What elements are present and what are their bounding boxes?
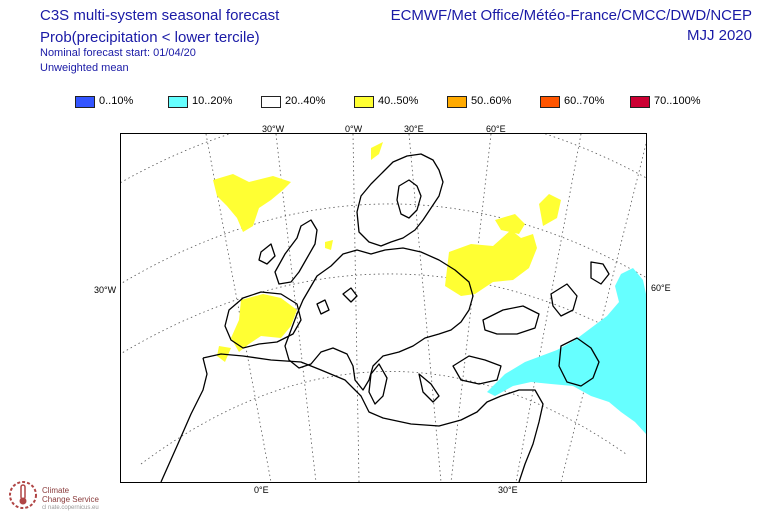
lon-label-top: 60°E — [486, 124, 506, 134]
lat-label-left: 30°W — [94, 285, 117, 295]
period: MJJ 2020 — [686, 27, 752, 44]
coastlines — [160, 153, 610, 482]
lon-label-bottom: 0°E — [254, 485, 269, 495]
mean-type: Unweighted mean — [40, 62, 129, 74]
lon-label-bottom: 30°E — [498, 485, 518, 495]
subtitle: Prob(precipitation < lower tercile) — [40, 29, 260, 46]
logo-text-line: cl nate.copernicus.eu — [42, 505, 99, 511]
legend-swatch — [630, 96, 650, 108]
logo-text-line: Climate — [42, 486, 70, 495]
logo-text-line: Change Service — [42, 495, 99, 504]
forecast-map — [121, 134, 646, 482]
climate-change-service-icon — [9, 481, 37, 509]
lon-label-top: 0°W — [345, 124, 363, 134]
legend-swatch — [261, 96, 281, 108]
legend-label: 10..20% — [192, 95, 233, 107]
legend-swatch — [540, 96, 560, 108]
forecast-start: Nominal forecast start: 01/04/20 — [40, 47, 196, 59]
graticule — [121, 134, 646, 482]
legend-swatch — [75, 96, 95, 108]
logo-text: Climate Change Service cl nate.copernicu… — [42, 486, 99, 513]
prob-10-20-region — [487, 268, 646, 434]
centres: ECMWF/Met Office/Météo-France/CMCC/DWD/N… — [390, 7, 752, 24]
legend-swatch — [168, 96, 188, 108]
legend-label: 50..60% — [471, 95, 512, 107]
legend-label: 20..40% — [285, 95, 326, 107]
lon-label-top: 30°E — [404, 124, 424, 134]
legend-label: 0..10% — [99, 95, 134, 107]
map-panel — [120, 133, 647, 483]
legend-label: 70..100% — [654, 95, 701, 107]
legend-swatch — [447, 96, 467, 108]
legend-label: 40..50% — [378, 95, 419, 107]
lat-label-right: 60°E — [651, 283, 671, 293]
prob-40-50-regions — [213, 142, 561, 362]
lon-label-top: 30°W — [262, 124, 285, 134]
copernicus-logo — [6, 476, 40, 519]
legend-label: 60..70% — [564, 95, 605, 107]
legend-swatch — [354, 96, 374, 108]
title: C3S multi-system seasonal forecast — [40, 7, 280, 24]
